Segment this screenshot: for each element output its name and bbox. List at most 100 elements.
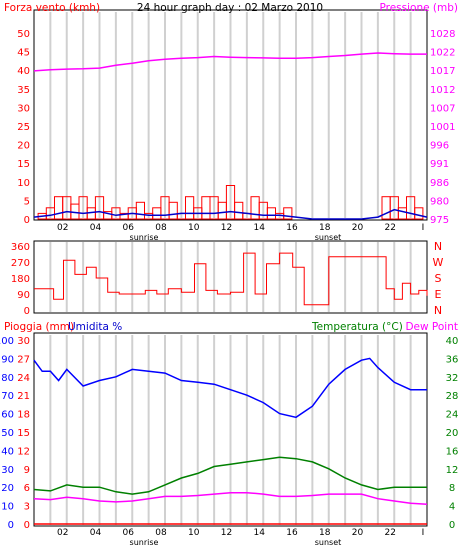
humidity-axis-label: Umidita % <box>68 321 122 333</box>
x-tick-wind-20: 20 <box>352 223 364 233</box>
sunset-label: sunset <box>315 233 342 242</box>
humidity-tick-0: 0 <box>8 520 14 531</box>
temperature-tick-12: 12 <box>446 465 459 476</box>
humidity-axis-ticks: 1009080706050403020100 <box>0 336 14 531</box>
pressure-tick-975: 975 <box>430 215 449 226</box>
wind-bar-7 <box>94 196 105 220</box>
rain-tick-18: 18 <box>17 410 30 421</box>
rain-tick-24: 24 <box>17 373 30 384</box>
compass-label-1: W <box>433 256 444 269</box>
compass-label-0: N <box>434 240 442 253</box>
x-tick-temperature-14: 14 <box>254 528 266 538</box>
wind-tick-15: 15 <box>17 159 30 170</box>
dew-point-axis-label: Dew Point <box>405 321 458 333</box>
compass-label-2: S <box>435 272 442 285</box>
x-tick-temperature-20: 20 <box>352 528 364 538</box>
wind-tick-50: 50 <box>17 29 30 40</box>
pressure-tick-996: 996 <box>430 141 449 152</box>
temperature-tick-28: 28 <box>446 391 459 402</box>
pressure-tick-1001: 1001 <box>430 122 455 133</box>
rain-tick-15: 15 <box>17 428 30 439</box>
sunrise-label: sunrise <box>130 233 159 242</box>
sunrise-label-bottom: sunrise <box>130 538 159 547</box>
humidity-tick-80: 80 <box>1 373 14 384</box>
temperature-tick-20: 20 <box>446 428 459 439</box>
rain-tick-12: 12 <box>17 446 30 457</box>
compass-label-3: E <box>435 288 442 301</box>
x-tick-wind-04: 04 <box>90 223 102 233</box>
pressure-axis-ticks: 1028 1022 1017 1012 1007 1001 996 991 986 980 975 <box>430 29 455 226</box>
x-tick-wind-12: 12 <box>221 223 232 233</box>
pressure-tick-986: 986 <box>430 178 449 189</box>
temperature-tick-40: 40 <box>446 336 459 347</box>
x-axis-ticks-temperature: 02 04 06 08 10 12 14 16 18 20 22 I <box>57 528 424 538</box>
wind-tick-30: 30 <box>17 103 30 114</box>
rain-tick-6: 6 <box>24 483 30 494</box>
x-tick-temperature-22: 22 <box>385 528 396 538</box>
wind-tick-10: 10 <box>17 178 30 189</box>
humidity-tick-90: 90 <box>1 354 14 365</box>
wind-tick-20: 20 <box>17 141 30 152</box>
humidity-tick-40: 40 <box>1 446 14 457</box>
rain-axis-label: Pioggia (mm) <box>4 321 74 333</box>
temperature-tick-36: 36 <box>446 354 459 365</box>
temperature-tick-16: 16 <box>446 446 459 457</box>
direction-tick-270: 270 <box>11 258 30 269</box>
rain-tick-30: 30 <box>17 336 30 347</box>
wind-bar-24 <box>234 201 244 220</box>
wind-direction-line <box>34 252 428 306</box>
rain-tick-3: 3 <box>24 502 30 513</box>
pressure-tick-1007: 1007 <box>430 103 455 114</box>
wind-tick-0: 0 <box>24 215 30 226</box>
x-tick-wind-02: 02 <box>57 223 68 233</box>
pressure-axis-label: Pressione (mb) <box>379 2 458 14</box>
temperature-tick-4: 4 <box>449 502 455 513</box>
temperature-tick-32: 32 <box>446 373 459 384</box>
x-tick-temperature-08: 08 <box>155 528 167 538</box>
pressure-tick-1028: 1028 <box>430 29 455 40</box>
dew-point-line <box>33 491 428 505</box>
humidity-tick-60: 60 <box>1 410 14 421</box>
temperature-tick-24: 24 <box>446 410 459 421</box>
x-tick-wind-08: 08 <box>155 223 167 233</box>
humidity-tick-70: 70 <box>1 391 14 402</box>
chart-title: 24 hour graph day : 02 Marzo 2010 <box>137 2 323 14</box>
x-tick-wind-I: I <box>422 223 425 233</box>
x-tick-temperature-02: 02 <box>57 528 68 538</box>
sunset-label-bottom: sunset <box>315 538 342 547</box>
vertical-grid-direction <box>49 242 412 312</box>
wind-bar-12 <box>135 201 146 220</box>
rain-tick-9: 9 <box>24 465 30 476</box>
pressure-line <box>33 52 427 72</box>
humidity-tick-20: 20 <box>1 483 14 494</box>
x-tick-wind-10: 10 <box>188 223 200 233</box>
rain-tick-27: 27 <box>17 354 30 365</box>
rain-tick-0: 0 <box>24 520 30 531</box>
wind-bar-35 <box>414 207 424 220</box>
wind-gust-line <box>33 208 428 220</box>
x-tick-temperature-06: 06 <box>123 528 135 538</box>
x-tick-temperature-12: 12 <box>221 528 232 538</box>
vertical-grid-wind <box>49 12 412 218</box>
x-tick-temperature-18: 18 <box>319 528 331 538</box>
pressure-tick-1012: 1012 <box>430 85 455 96</box>
x-tick-wind-18: 18 <box>319 223 331 233</box>
humidity-tick-100: 100 <box>0 336 14 347</box>
wind-speed-bars <box>37 185 424 220</box>
wind-tick-5: 5 <box>24 196 30 207</box>
rain-tick-21: 21 <box>17 391 30 402</box>
direction-axis-ticks: 360 270 180 90 0 <box>11 242 30 317</box>
direction-tick-90: 90 <box>17 290 30 301</box>
wind-bar-16 <box>168 201 178 220</box>
x-tick-wind-22: 22 <box>385 223 396 233</box>
compass-label-4: N <box>434 304 442 317</box>
wind-bar-30 <box>283 207 293 220</box>
humidity-tick-50: 50 <box>1 428 14 439</box>
x-tick-temperature-10: 10 <box>188 528 200 538</box>
